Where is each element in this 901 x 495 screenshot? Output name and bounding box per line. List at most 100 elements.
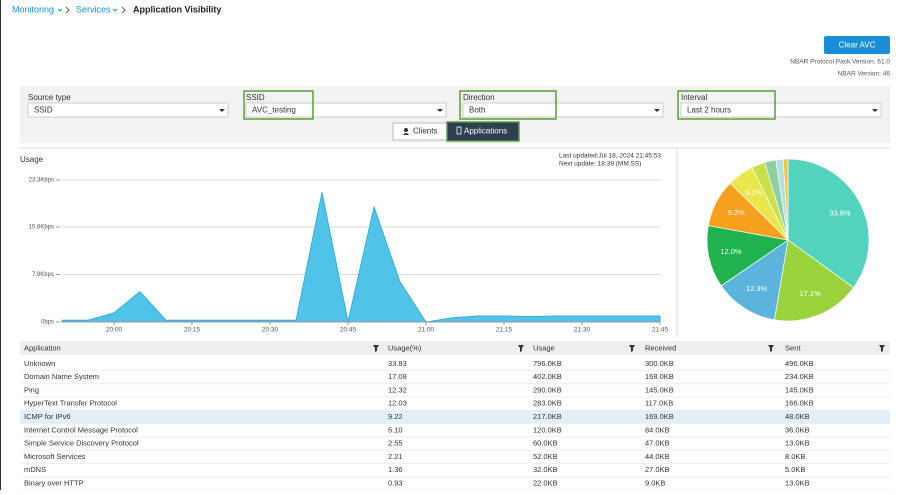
table-cell: HyperText Transfer Protocol xyxy=(24,399,117,408)
tab-label[interactable]: Applications xyxy=(464,127,507,136)
table-cell: 36.0KB xyxy=(785,425,810,434)
column-header[interactable]: Usage xyxy=(533,343,555,352)
table-cell: 1.36 xyxy=(388,465,403,474)
table-cell: Binary over HTTP xyxy=(24,478,84,487)
filter-icon[interactable] xyxy=(518,345,524,352)
select[interactable] xyxy=(680,102,882,118)
filter-icon[interactable] xyxy=(768,345,774,352)
separator xyxy=(121,6,126,14)
filter-icon[interactable] xyxy=(373,345,379,352)
table-cell: Internet Control Message Protocol xyxy=(24,425,138,434)
x-tick-label: 20:30 xyxy=(262,327,279,334)
pie-slice xyxy=(787,158,870,289)
pie-slice xyxy=(720,239,789,321)
clear-button-label[interactable]: Clear AVC xyxy=(839,41,876,50)
table-cell: 117.0KB xyxy=(645,399,673,408)
pie-label: 12.3% xyxy=(746,284,768,293)
caret xyxy=(112,8,118,12)
select-value[interactable]: SSID xyxy=(34,106,53,115)
pie-label: 33.8% xyxy=(829,208,851,217)
table-cell: 2.21 xyxy=(388,452,403,461)
filter-icon[interactable] xyxy=(629,345,635,352)
tab-active[interactable] xyxy=(446,121,520,142)
select-value[interactable]: AVC_testing xyxy=(252,106,296,115)
select[interactable] xyxy=(462,102,664,118)
x-tick-label: 21:30 xyxy=(574,327,591,334)
table-cell: 9.0KB xyxy=(645,478,665,487)
table-cell: 12.03 xyxy=(388,399,407,408)
select-arrow xyxy=(654,109,660,112)
column-header[interactable]: Received xyxy=(645,343,676,352)
table-cell: 12.32 xyxy=(388,385,407,394)
x-tick-label: 21:00 xyxy=(418,327,435,334)
table-cell: 5.0KB xyxy=(785,465,805,474)
table-cell: 13.0KB xyxy=(785,478,810,487)
pie-label: 12.0% xyxy=(720,247,742,256)
x-tick-label: 20:45 xyxy=(340,327,357,334)
y-tick-label: 23.3Kbps xyxy=(29,178,54,184)
table-cell: 120.0KB xyxy=(533,425,562,434)
protocol-pack: NBAR Protocol Pack Version: 61.0 xyxy=(790,59,890,66)
filter-label: Direction xyxy=(463,93,495,102)
table-cell: 48.0KB xyxy=(785,412,810,421)
table-cell: 22.0KB xyxy=(533,478,558,487)
filter-label: Source type xyxy=(28,93,71,102)
highlight-box xyxy=(677,90,776,120)
table-cell: Simple Service Discovery Protocol xyxy=(24,439,139,448)
table-cell: 796.0KB xyxy=(533,359,562,368)
select[interactable] xyxy=(27,102,229,118)
row-highlight xyxy=(20,410,890,424)
pie-label: 17.1% xyxy=(799,289,821,298)
table-cell: 166.0KB xyxy=(785,399,814,408)
select-value[interactable]: Last 2 hours xyxy=(687,106,731,115)
pie-slice xyxy=(773,239,855,322)
table-cell: 145.0KB xyxy=(785,385,814,394)
table-cell: ICMP for IPv6 xyxy=(24,412,71,421)
next-update: Next update: 18:39 (MM:SS) xyxy=(559,161,641,168)
table-cell: 217.0KB xyxy=(533,412,562,421)
filter-icon[interactable] xyxy=(879,345,885,352)
table-cell: 0.93 xyxy=(388,478,403,487)
breadcrumb-link[interactable]: Monitoring xyxy=(12,4,54,14)
column-header[interactable]: Sent xyxy=(785,343,801,352)
pie-slice xyxy=(706,225,789,287)
table-cell: Unknown xyxy=(24,359,55,368)
x-tick-label: 21:45 xyxy=(652,327,669,334)
breadcrumb-current: Application Visibility xyxy=(133,4,221,14)
table-cell: 52.0KB xyxy=(533,452,558,461)
select[interactable] xyxy=(245,102,447,118)
last-updated: Last updated:Jul 18, 2024 21:45:53 xyxy=(559,153,661,160)
column-header[interactable]: Usage(%) xyxy=(388,343,422,352)
select-value[interactable]: Both xyxy=(469,106,485,115)
x-tick-label: 21:15 xyxy=(496,327,513,334)
pie-slice xyxy=(782,158,789,241)
table-cell: 9.22 xyxy=(388,412,403,421)
table-cell: mDNS xyxy=(24,465,46,474)
chart-title: Usage xyxy=(20,155,44,164)
pie-label: 5.1% xyxy=(745,188,762,197)
separator xyxy=(65,6,70,14)
breadcrumb-link[interactable]: Services xyxy=(76,4,111,14)
table-cell: Microsoft Services xyxy=(24,452,86,461)
table-cell: 145.0KB xyxy=(645,385,674,394)
table-cell: 169.0KB xyxy=(645,412,674,421)
table-cell: 32.0KB xyxy=(533,465,558,474)
table-cell: 283.0KB xyxy=(533,399,562,408)
tab-label[interactable]: Clients xyxy=(413,127,437,136)
column-header[interactable]: Application xyxy=(24,343,61,352)
y-tick-label: 0bps xyxy=(41,320,54,326)
clients-icon xyxy=(404,128,408,132)
table-cell: 2.55 xyxy=(388,439,403,448)
pie-label: 9.2% xyxy=(728,208,745,217)
table-cell: 27.0KB xyxy=(645,465,670,474)
table-cell: Domain Name System xyxy=(24,372,99,381)
highlight-box xyxy=(243,90,314,120)
clients-icon xyxy=(403,133,409,135)
y-tick-label: 15.6Kbps xyxy=(29,225,54,231)
table-cell: 5.10 xyxy=(388,425,403,434)
table-cell: 290.0KB xyxy=(533,385,562,394)
clear-button[interactable] xyxy=(824,36,890,54)
x-tick-label: 20:00 xyxy=(106,327,123,334)
table-cell: Ping xyxy=(24,385,39,394)
